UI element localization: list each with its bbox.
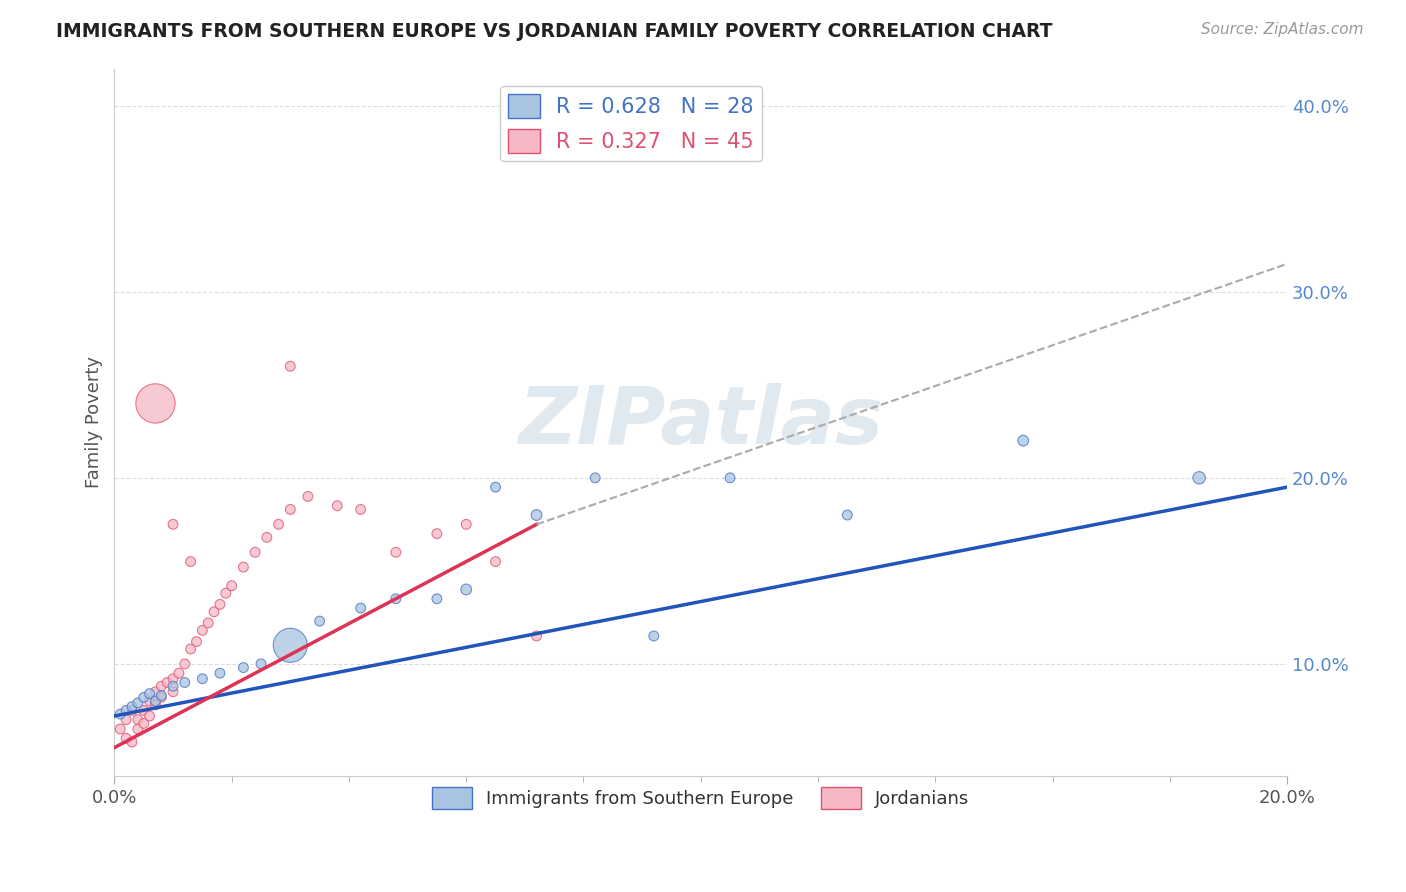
Point: [232, 660, 254, 674]
Point: [1188, 471, 1211, 485]
Point: [156, 675, 179, 690]
Point: [643, 629, 665, 643]
Point: [150, 679, 173, 693]
Point: [221, 579, 243, 593]
Point: [456, 517, 478, 532]
Point: [191, 624, 214, 638]
Point: [426, 526, 449, 541]
Point: [426, 591, 449, 606]
Point: [162, 685, 184, 699]
Point: [138, 709, 160, 723]
Point: [115, 713, 138, 727]
Point: [186, 634, 208, 648]
Point: [115, 731, 138, 746]
Point: [202, 605, 225, 619]
Point: [256, 530, 278, 544]
Point: [350, 502, 373, 516]
Point: [145, 698, 167, 712]
Point: [110, 722, 132, 736]
Point: [138, 694, 160, 708]
Y-axis label: Family Poverty: Family Poverty: [86, 356, 103, 488]
Point: [121, 703, 143, 717]
Point: [484, 555, 506, 569]
Point: [138, 687, 160, 701]
Point: [145, 694, 167, 708]
Point: [110, 707, 132, 722]
Point: [484, 480, 506, 494]
Point: [197, 615, 219, 630]
Point: [180, 555, 202, 569]
Point: [208, 598, 231, 612]
Point: [385, 545, 408, 559]
Point: [308, 614, 330, 628]
Point: [385, 591, 408, 606]
Point: [150, 689, 173, 703]
Legend: Immigrants from Southern Europe, Jordanians: Immigrants from Southern Europe, Jordani…: [425, 780, 977, 816]
Text: Source: ZipAtlas.com: Source: ZipAtlas.com: [1201, 22, 1364, 37]
Point: [243, 545, 266, 559]
Point: [326, 499, 349, 513]
Point: [215, 586, 238, 600]
Text: IMMIGRANTS FROM SOUTHERN EUROPE VS JORDANIAN FAMILY POVERTY CORRELATION CHART: IMMIGRANTS FROM SOUTHERN EUROPE VS JORDA…: [56, 22, 1053, 41]
Point: [526, 508, 548, 522]
Point: [232, 560, 254, 574]
Point: [162, 517, 184, 532]
Point: [180, 642, 202, 657]
Point: [132, 703, 155, 717]
Point: [127, 713, 149, 727]
Point: [173, 675, 195, 690]
Point: [456, 582, 478, 597]
Point: [121, 735, 143, 749]
Point: [150, 690, 173, 705]
Point: [278, 638, 301, 652]
Point: [162, 672, 184, 686]
Point: [350, 601, 373, 615]
Point: [127, 696, 149, 710]
Point: [250, 657, 273, 671]
Point: [173, 657, 195, 671]
Point: [127, 722, 149, 736]
Point: [1012, 434, 1035, 448]
Point: [267, 517, 290, 532]
Point: [121, 699, 143, 714]
Point: [278, 502, 301, 516]
Point: [145, 685, 167, 699]
Point: [167, 666, 190, 681]
Point: [132, 716, 155, 731]
Point: [162, 679, 184, 693]
Point: [132, 690, 155, 705]
Point: [191, 672, 214, 686]
Point: [718, 471, 741, 485]
Point: [208, 666, 231, 681]
Point: [583, 471, 606, 485]
Text: ZIPatlas: ZIPatlas: [519, 383, 883, 461]
Point: [115, 703, 138, 717]
Point: [297, 490, 319, 504]
Point: [526, 629, 548, 643]
Point: [837, 508, 859, 522]
Point: [145, 396, 167, 410]
Point: [278, 359, 301, 374]
